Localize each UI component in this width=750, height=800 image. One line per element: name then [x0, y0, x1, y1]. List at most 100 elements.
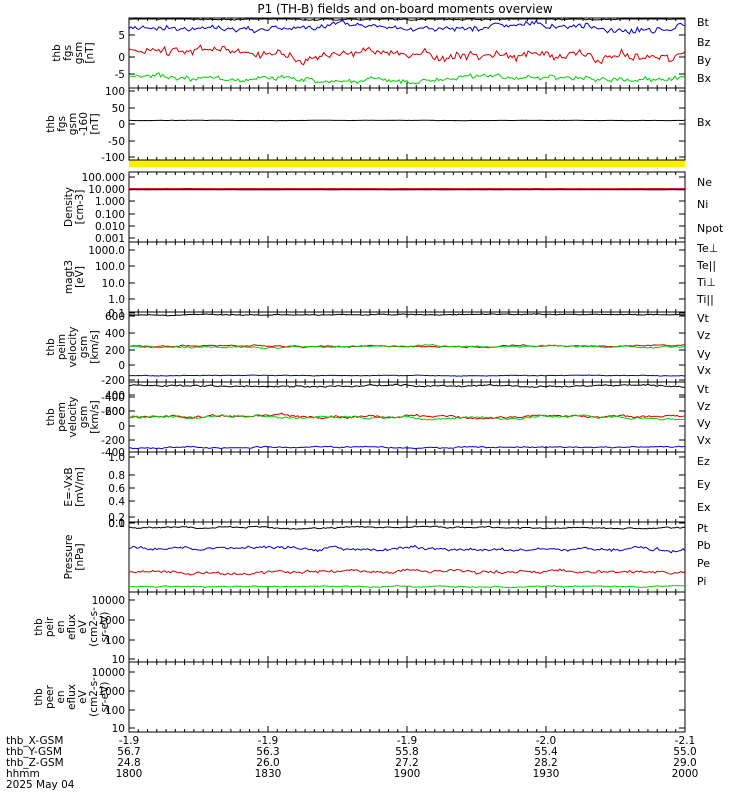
y-tick-label: -400: [101, 392, 125, 404]
y-tick-label: 0: [118, 52, 125, 64]
footer-cell: 1800: [116, 768, 143, 780]
y-tick-label: 0.1: [108, 518, 125, 530]
legend-label: Bx: [697, 116, 712, 129]
legend-label: Vy: [697, 348, 711, 361]
panel-peim-velocity: 600 400 200 0 -200 -400 -600 thbpeimvelocitygsm…: [45, 311, 712, 418]
y-tick-label: -100: [101, 152, 125, 164]
series-trace-Vy: [128, 343, 686, 350]
series-trace-Pb: [128, 568, 686, 576]
y-axis-label-line: gsm: [78, 406, 90, 428]
y-axis-label: thbpeerenefluxeV(cm2-s-sr-eV): [33, 677, 111, 717]
series-trace-Vt: [129, 313, 686, 317]
y-axis-label-line: thb: [33, 618, 45, 636]
y-axis-label-line: thb: [45, 115, 57, 133]
y-tick-label: -200: [101, 375, 125, 387]
figure-title: P1 (TH-B) fields and on-board moments ov…: [257, 2, 553, 16]
y-axis-label-line: eV: [77, 689, 89, 703]
series-trace-Vt: [128, 383, 686, 388]
panel-pressure: Pressure[nPa] Pt Pb Pe Pi: [63, 521, 711, 593]
series-trace-Pt: [129, 525, 686, 530]
legend-label: Pb: [697, 539, 711, 552]
legend-label: Pt: [697, 522, 709, 535]
y-tick-label: 0.8: [108, 470, 125, 482]
y-axis-label-line: peer: [44, 684, 56, 709]
y-axis-label-line: gsm: [78, 336, 90, 358]
y-tick-label: 100: [105, 705, 125, 717]
y-axis-label-line: (cm2-s-: [88, 677, 100, 717]
y-axis-label-line: gsm: [67, 113, 79, 135]
y-tick-label: -400: [101, 447, 125, 459]
y-axis-label-line: eflux: [66, 614, 78, 640]
y-axis-label-line: (cm2-s-: [88, 607, 100, 647]
y-tick-label: -5: [115, 69, 125, 81]
y-tick-label: 100.000: [82, 172, 125, 184]
y-axis-label-line: fgs: [62, 45, 74, 61]
panel-efield: 1.0 0.80.60.4 0.20.00.1 E=-VxB[mV/m] Ez Ey Ex: [63, 451, 711, 530]
y-tick-label: 10000: [92, 595, 125, 607]
y-tick-label: 0: [118, 119, 125, 131]
footer-cell: 28.2: [534, 757, 557, 769]
y-axis-label-line: gsm: [73, 42, 85, 64]
y-tick-label: 0.2: [108, 512, 125, 524]
panel-frame: [128, 171, 686, 243]
panel-peer-eflux: 10000100010010thbpeerenefluxeV(cm2-s-sr-…: [33, 661, 686, 735]
y-tick-label: 100: [105, 86, 125, 98]
y-axis-label: thbpeimvelocitygsm[km/s]: [45, 326, 101, 367]
legend-label: Pi: [697, 575, 706, 588]
y-tick-label: 1000: [98, 615, 125, 627]
footer-cell: -1.9: [119, 735, 140, 747]
legend-label: Bz: [697, 36, 711, 49]
y-axis-label-line: [mV/m]: [74, 467, 86, 506]
footer-cell: 29.0: [673, 757, 696, 769]
panel-frame: [128, 451, 686, 523]
legend-label: Vt: [697, 312, 710, 325]
y-axis-label-line: magt3: [63, 260, 75, 294]
y-tick-label: 0.4: [108, 496, 125, 508]
y-axis-label-line: fgs: [56, 116, 68, 132]
panel-fgs: 5 0 -5 thbfgsgsm[nT] Bt Bz By Bx: [51, 16, 712, 89]
y-tick-label: -200: [101, 435, 125, 447]
legend-label: Ez: [697, 455, 710, 468]
legend-label: Ey: [697, 478, 711, 491]
y-tick-label: 400: [105, 390, 125, 402]
y-tick-label: 200: [105, 406, 125, 418]
y-tick-label: 100.0: [95, 261, 125, 273]
y-axis-label: thbpeirenefluxeV(cm2-s-sr-eV): [33, 607, 111, 647]
y-tick-label: 1.0: [108, 294, 125, 306]
footer-cell: 1930: [533, 768, 560, 780]
y-axis-label-line: velocity: [67, 396, 79, 437]
y-tick-label: 50: [112, 103, 125, 115]
series-trace-By: [129, 72, 686, 85]
y-axis-label: magt3[eV]: [63, 260, 86, 294]
y-axis-label-line: -160: [78, 112, 90, 136]
series-trace-Bt: [128, 18, 685, 21]
panel-fgs-dsl: 100 50 0 -50 -100 thbfgsgsm-160[nT] Bx: [45, 86, 712, 164]
y-tick-label: 0: [118, 421, 125, 433]
y-axis-label-line: thb: [45, 408, 57, 426]
y-axis-label-line: [nT]: [84, 42, 96, 63]
footer-cell: -1.9: [397, 735, 418, 747]
y-tick-label: 5: [118, 30, 125, 42]
legend-label: Bt: [697, 16, 710, 29]
y-axis-label-line: [eV]: [74, 266, 86, 288]
y-axis-label-line: [km/s]: [89, 330, 101, 364]
legend-label: Ne: [697, 176, 712, 189]
y-axis-label: thbfgsgsm-160[nT]: [45, 112, 101, 136]
y-tick-label: 100: [105, 635, 125, 647]
y-axis-label-line: thb: [33, 688, 45, 706]
panel-frame: [128, 87, 686, 161]
panel-frame: [128, 661, 686, 733]
y-tick-label: 0.010: [95, 221, 125, 233]
legend-label: Vy: [697, 417, 711, 430]
y-tick-label: 400: [105, 328, 125, 340]
y-tick-label: -600: [101, 406, 125, 418]
series-trace-Bx: [129, 119, 686, 122]
y-tick-label: -50: [108, 136, 125, 148]
footer-cell: -2.1: [675, 735, 696, 747]
legend-label: Npot: [697, 222, 724, 235]
panel-frame: [128, 241, 686, 313]
y-axis-label-line: eV: [77, 619, 89, 633]
y-axis-label-line: Density: [63, 187, 75, 227]
footer-cell: 55.0: [673, 746, 696, 758]
